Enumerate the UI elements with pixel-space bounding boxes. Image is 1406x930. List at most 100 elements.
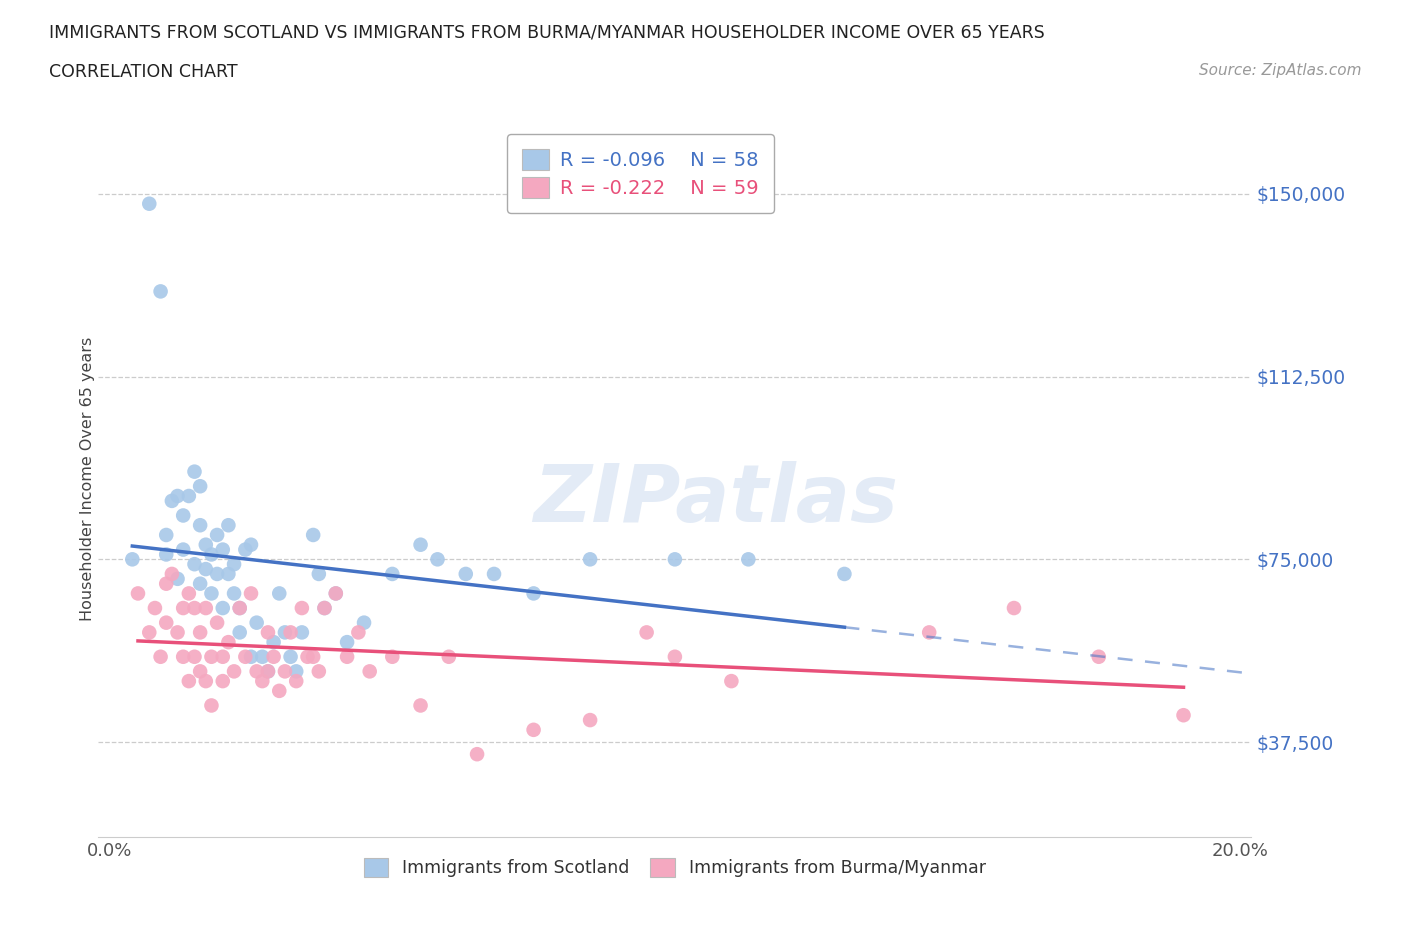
Point xyxy=(274,625,297,640)
Point xyxy=(325,586,347,601)
Point xyxy=(297,649,319,664)
Point xyxy=(217,566,239,581)
Point xyxy=(205,566,228,581)
Point xyxy=(314,601,336,616)
Point xyxy=(155,547,177,562)
Text: CORRELATION CHART: CORRELATION CHART xyxy=(49,63,238,81)
Point xyxy=(347,625,370,640)
Point xyxy=(188,625,211,640)
Point xyxy=(280,649,302,664)
Point xyxy=(200,586,222,601)
Point xyxy=(579,551,602,566)
Point xyxy=(263,634,285,649)
Point xyxy=(149,284,172,299)
Point xyxy=(454,566,477,581)
Point xyxy=(257,664,280,679)
Point xyxy=(155,616,177,631)
Point xyxy=(302,649,325,664)
Point xyxy=(172,649,194,664)
Point xyxy=(211,542,233,557)
Point xyxy=(291,625,314,640)
Point xyxy=(183,557,205,572)
Point xyxy=(240,586,263,601)
Point xyxy=(194,538,217,552)
Point xyxy=(579,712,602,727)
Point xyxy=(308,664,330,679)
Point xyxy=(285,664,308,679)
Point xyxy=(664,551,686,566)
Point xyxy=(285,673,308,688)
Point xyxy=(636,625,658,640)
Point xyxy=(325,586,347,601)
Point xyxy=(217,518,239,533)
Point xyxy=(166,571,188,586)
Point xyxy=(246,616,269,631)
Point xyxy=(172,508,194,523)
Point xyxy=(228,601,250,616)
Point xyxy=(188,664,211,679)
Text: IMMIGRANTS FROM SCOTLAND VS IMMIGRANTS FROM BURMA/MYANMAR HOUSEHOLDER INCOME OVE: IMMIGRANTS FROM SCOTLAND VS IMMIGRANTS F… xyxy=(49,23,1045,41)
Text: ZIPatlas: ZIPatlas xyxy=(533,461,898,539)
Point xyxy=(200,649,222,664)
Point xyxy=(194,562,217,577)
Point xyxy=(205,527,228,542)
Point xyxy=(183,649,205,664)
Point xyxy=(166,625,188,640)
Point xyxy=(359,664,381,679)
Point xyxy=(200,698,222,713)
Point xyxy=(160,494,183,509)
Point xyxy=(280,625,302,640)
Point xyxy=(235,649,257,664)
Point xyxy=(720,673,742,688)
Point xyxy=(240,538,263,552)
Point xyxy=(409,538,432,552)
Point xyxy=(291,601,314,616)
Legend: Immigrants from Scotland, Immigrants from Burma/Myanmar: Immigrants from Scotland, Immigrants fro… xyxy=(352,845,998,889)
Point xyxy=(737,551,759,566)
Point xyxy=(217,634,239,649)
Point xyxy=(336,634,359,649)
Point xyxy=(172,542,194,557)
Point xyxy=(211,649,233,664)
Point xyxy=(177,488,200,503)
Point xyxy=(269,586,291,601)
Point xyxy=(834,566,856,581)
Point xyxy=(188,518,211,533)
Point xyxy=(426,551,449,566)
Point xyxy=(183,464,205,479)
Point xyxy=(274,664,297,679)
Point xyxy=(222,586,245,601)
Point xyxy=(127,586,149,601)
Point xyxy=(1087,649,1109,664)
Point xyxy=(257,664,280,679)
Point xyxy=(257,625,280,640)
Text: Source: ZipAtlas.com: Source: ZipAtlas.com xyxy=(1198,63,1361,78)
Point xyxy=(222,664,245,679)
Point xyxy=(138,196,160,211)
Point xyxy=(188,577,211,591)
Point xyxy=(149,649,172,664)
Point xyxy=(155,527,177,542)
Point xyxy=(664,649,686,664)
Point xyxy=(314,601,336,616)
Point xyxy=(308,566,330,581)
Point xyxy=(211,673,233,688)
Point xyxy=(269,684,291,698)
Point xyxy=(381,649,404,664)
Point xyxy=(252,649,274,664)
Point xyxy=(228,625,250,640)
Point xyxy=(409,698,432,713)
Point xyxy=(205,616,228,631)
Point xyxy=(240,649,263,664)
Point xyxy=(1173,708,1195,723)
Point xyxy=(246,664,269,679)
Y-axis label: Householder Income Over 65 years: Householder Income Over 65 years xyxy=(80,337,94,621)
Point xyxy=(263,649,285,664)
Point xyxy=(252,673,274,688)
Point xyxy=(523,723,546,737)
Point xyxy=(138,625,160,640)
Point xyxy=(194,601,217,616)
Point xyxy=(172,601,194,616)
Point xyxy=(465,747,488,762)
Point xyxy=(194,673,217,688)
